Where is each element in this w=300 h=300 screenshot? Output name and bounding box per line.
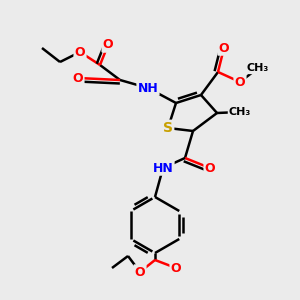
Text: O: O <box>75 46 85 59</box>
Text: O: O <box>171 262 181 275</box>
Text: S: S <box>163 121 173 135</box>
Text: O: O <box>219 41 229 55</box>
Text: CH₃: CH₃ <box>247 63 269 73</box>
Text: O: O <box>205 161 215 175</box>
Text: NH: NH <box>138 82 158 94</box>
Text: CH₃: CH₃ <box>229 107 251 117</box>
Text: O: O <box>135 266 145 278</box>
Text: O: O <box>235 76 245 88</box>
Text: O: O <box>103 38 113 52</box>
Text: O: O <box>73 71 83 85</box>
Text: HN: HN <box>153 161 173 175</box>
